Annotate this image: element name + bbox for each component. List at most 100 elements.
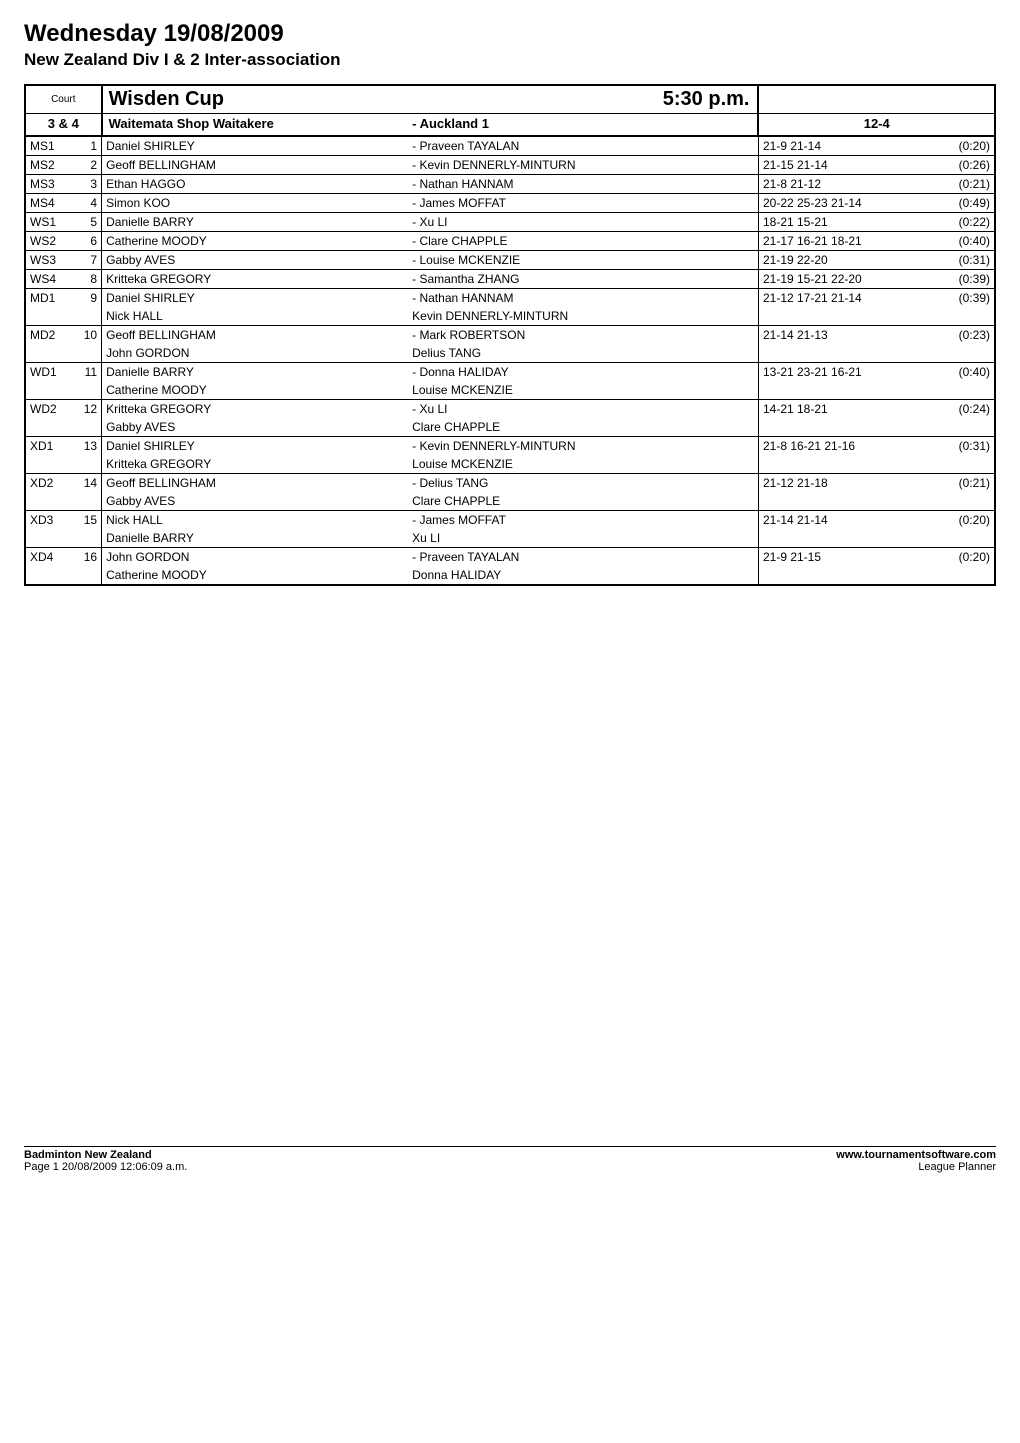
footer-left-meta: Page 1 20/08/2009 12:06:09 a.m. (24, 1161, 187, 1173)
table-row: XD416John GORDON- Praveen TAYALAN21-9 21… (25, 548, 995, 567)
player-b: - Kevin DENNERLY-MINTURN (408, 437, 758, 456)
game-scores (758, 492, 933, 511)
table-row: Kritteka GREGORY Louise MCKENZIE (25, 455, 995, 474)
table-row: MD210Geoff BELLINGHAM- Mark ROBERTSON21-… (25, 326, 995, 345)
game-scores: 21-14 21-14 (758, 511, 933, 530)
match-number: 5 (73, 213, 101, 232)
event-code: MS2 (25, 156, 73, 175)
player-a: Geoff BELLINGHAM (102, 156, 409, 175)
game-scores: 21-15 21-14 (758, 156, 933, 175)
match-time: 5:30 p.m. (408, 85, 758, 114)
game-scores: 21-9 21-14 (758, 136, 933, 156)
game-scores (758, 566, 933, 585)
court-label: Court (25, 85, 102, 114)
event-code (25, 344, 73, 363)
game-scores (758, 307, 933, 326)
player-a: Danielle BARRY (102, 529, 409, 548)
table-row: Danielle BARRY Xu LI (25, 529, 995, 548)
duration: (0:39) (934, 289, 995, 308)
player-a: Gabby AVES (102, 418, 409, 437)
event-code: XD4 (25, 548, 73, 567)
table-row: Gabby AVES Clare CHAPPLE (25, 418, 995, 437)
player-b: Delius TANG (408, 344, 758, 363)
page-subtitle: New Zealand Div I & 2 Inter-association (24, 50, 996, 70)
table-row: Catherine MOODY Louise MCKENZIE (25, 381, 995, 400)
player-a: Daniel SHIRLEY (102, 136, 409, 156)
game-scores: 21-8 16-21 21-16 (758, 437, 933, 456)
player-a: Simon KOO (102, 194, 409, 213)
event-code (25, 418, 73, 437)
match-number: 6 (73, 232, 101, 251)
player-b: - Xu LI (408, 400, 758, 419)
match-number: 15 (73, 511, 101, 530)
table-row: WS48Kritteka GREGORY- Samantha ZHANG21-1… (25, 270, 995, 289)
player-a: John GORDON (102, 548, 409, 567)
header-row-1: Court Wisden Cup 5:30 p.m. (25, 85, 995, 114)
event-code: WS4 (25, 270, 73, 289)
game-scores (758, 455, 933, 474)
footer-right-url: www.tournamentsoftware.com (836, 1149, 996, 1161)
match-number (73, 492, 101, 511)
duration: (0:31) (934, 251, 995, 270)
header-blank (758, 85, 995, 114)
duration: (0:24) (934, 400, 995, 419)
table-row: Gabby AVES Clare CHAPPLE (25, 492, 995, 511)
duration: (0:20) (934, 511, 995, 530)
duration (934, 418, 995, 437)
duration (934, 344, 995, 363)
match-number: 4 (73, 194, 101, 213)
game-scores: 14-21 18-21 (758, 400, 933, 419)
duration: (0:23) (934, 326, 995, 345)
player-a: Geoff BELLINGHAM (102, 326, 409, 345)
game-scores: 21-14 21-13 (758, 326, 933, 345)
event-code: MD2 (25, 326, 73, 345)
match-number (73, 529, 101, 548)
footer-right-app: League Planner (836, 1161, 996, 1173)
table-row: WS37Gabby AVES- Louise MCKENZIE21-19 22-… (25, 251, 995, 270)
duration (934, 529, 995, 548)
match-number: 3 (73, 175, 101, 194)
table-row: WS26Catherine MOODY- Clare CHAPPLE21-17 … (25, 232, 995, 251)
player-a: Danielle BARRY (102, 363, 409, 382)
player-b: - James MOFFAT (408, 511, 758, 530)
duration: (0:20) (934, 548, 995, 567)
player-b: - Xu LI (408, 213, 758, 232)
player-a: Kritteka GREGORY (102, 270, 409, 289)
player-a: Danielle BARRY (102, 213, 409, 232)
event-code (25, 307, 73, 326)
player-a: Kritteka GREGORY (102, 400, 409, 419)
player-b: - Praveen TAYALAN (408, 548, 758, 567)
table-row: WD212Kritteka GREGORY- Xu LI14-21 18-21(… (25, 400, 995, 419)
player-b: Clare CHAPPLE (408, 492, 758, 511)
player-a: Daniel SHIRLEY (102, 289, 409, 308)
game-scores: 21-19 22-20 (758, 251, 933, 270)
player-b: - Louise MCKENZIE (408, 251, 758, 270)
match-number (73, 566, 101, 585)
match-number (73, 307, 101, 326)
player-a: John GORDON (102, 344, 409, 363)
event-code: WD1 (25, 363, 73, 382)
table-row: MD19Daniel SHIRLEY- Nathan HANNAM21-12 1… (25, 289, 995, 308)
table-row: MS33Ethan HAGGO- Nathan HANNAM21-8 21-12… (25, 175, 995, 194)
header-row-2: 3 & 4 Waitemata Shop Waitakere - Aucklan… (25, 114, 995, 137)
player-a: Catherine MOODY (102, 232, 409, 251)
courts-value: 3 & 4 (25, 114, 102, 137)
table-row: XD315Nick HALL- James MOFFAT21-14 21-14(… (25, 511, 995, 530)
table-row: XD113Daniel SHIRLEY- Kevin DENNERLY-MINT… (25, 437, 995, 456)
match-number: 14 (73, 474, 101, 493)
event-code: WS2 (25, 232, 73, 251)
duration: (0:20) (934, 136, 995, 156)
duration (934, 307, 995, 326)
match-number (73, 381, 101, 400)
duration: (0:21) (934, 474, 995, 493)
duration (934, 566, 995, 585)
duration: (0:26) (934, 156, 995, 175)
game-scores: 18-21 15-21 (758, 213, 933, 232)
player-b: Xu LI (408, 529, 758, 548)
game-scores (758, 529, 933, 548)
game-scores: 21-12 21-18 (758, 474, 933, 493)
table-row: Nick HALL Kevin DENNERLY-MINTURN (25, 307, 995, 326)
player-b: Donna HALIDAY (408, 566, 758, 585)
player-a: Catherine MOODY (102, 566, 409, 585)
game-scores (758, 381, 933, 400)
